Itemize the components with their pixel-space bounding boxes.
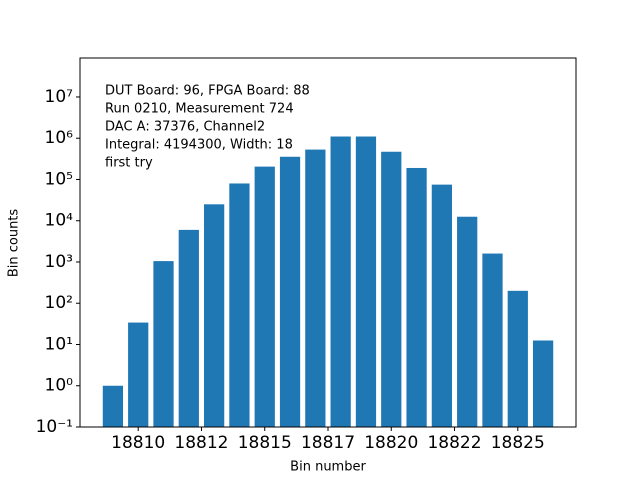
bar [482, 253, 503, 427]
y-axis-label: Bin counts [7, 209, 22, 278]
bar [381, 151, 402, 427]
x-tick-label: 18812 [174, 433, 228, 453]
y-tick-label: 10⁻¹ [36, 417, 73, 437]
bar [204, 204, 225, 427]
bar [431, 184, 452, 427]
bar [355, 136, 377, 427]
x-tick-label: 18817 [301, 433, 355, 453]
bar [153, 261, 174, 427]
annotation: first try [105, 156, 153, 171]
bar [102, 385, 124, 427]
y-tick-label: 10¹ [45, 334, 73, 354]
x-axis-label: Bin number [290, 460, 366, 475]
plot-frame [79, 57, 577, 428]
bar [507, 290, 528, 427]
y-tick-label: 10⁶ [45, 128, 74, 148]
y-tick-label: 10² [45, 293, 73, 313]
bar [305, 149, 326, 427]
bar [532, 340, 554, 427]
x-tick-label: 18820 [364, 433, 418, 453]
bar [330, 136, 351, 427]
x-tick-label: 18822 [427, 433, 481, 453]
y-tick-label: 10⁵ [45, 169, 73, 189]
bar [457, 216, 478, 427]
x-tick-label: 18810 [111, 433, 165, 453]
bar [254, 166, 275, 427]
annotation: DUT Board: 96, FPGA Board: 88 [105, 84, 310, 99]
annotation: Run 0210, Measurement 724 [105, 102, 294, 117]
y-tick-label: 10³ [45, 252, 73, 272]
bar [406, 167, 427, 427]
bar [229, 183, 250, 427]
annotation: Integral: 4194300, Width: 18 [105, 138, 293, 153]
y-tick-label: 10⁷ [45, 87, 74, 107]
annotation: DAC A: 37376, Channel2 [105, 120, 265, 135]
bar [178, 229, 199, 427]
y-tick-label: 10⁰ [45, 376, 74, 396]
y-tick-label: 10⁴ [45, 211, 74, 231]
bar [279, 156, 301, 427]
bar [128, 322, 149, 427]
x-tick-label: 18815 [238, 433, 292, 453]
x-tick-label: 18825 [491, 433, 545, 453]
